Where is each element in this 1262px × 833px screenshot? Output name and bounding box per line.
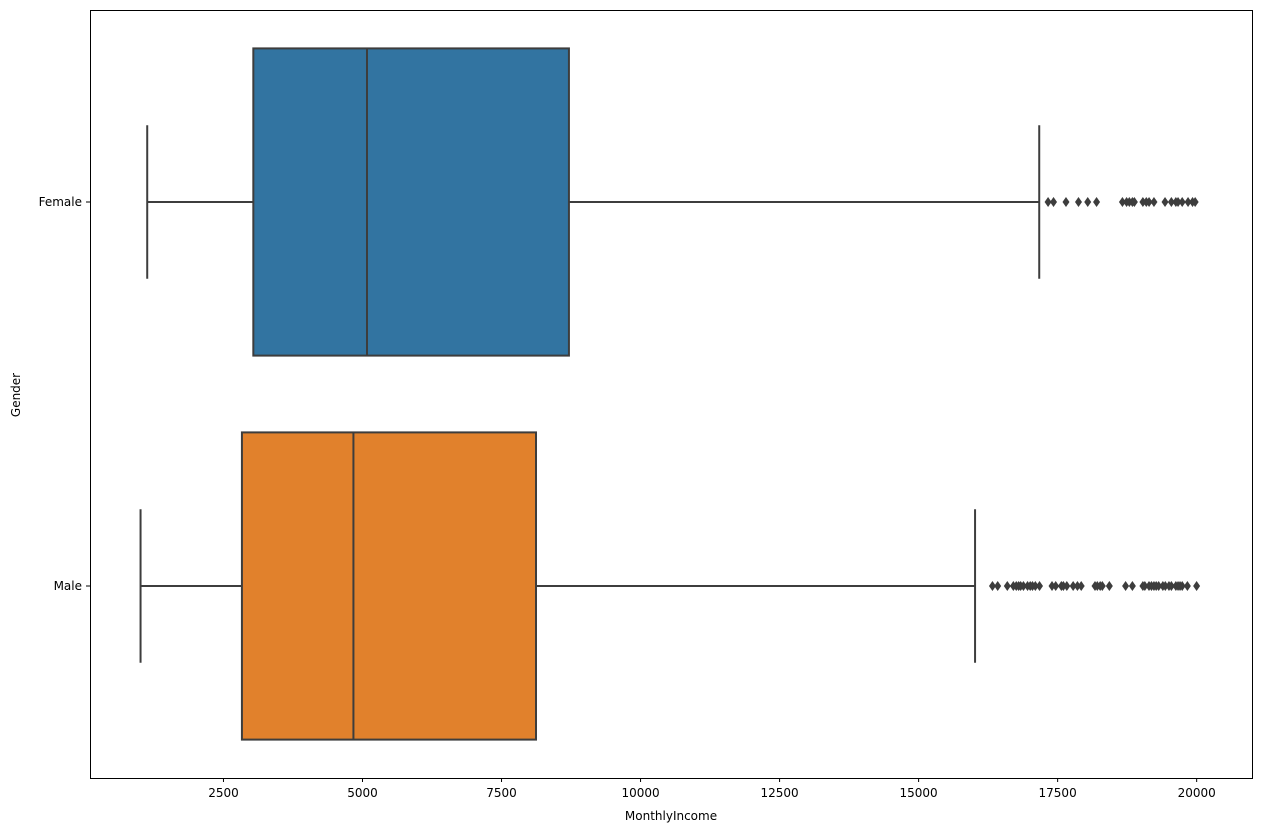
outlier-point [1073, 581, 1081, 591]
outlier-point [1031, 581, 1039, 591]
outlier-point [1128, 581, 1136, 591]
outlier-point [1122, 581, 1130, 591]
outlier-point [1044, 197, 1052, 207]
outlier-point [1077, 581, 1085, 591]
plot-frame [90, 10, 1253, 779]
outlier-point [1063, 581, 1071, 591]
outlier-point [994, 581, 1002, 591]
outlier-point [1145, 197, 1153, 207]
outlier-point [1150, 197, 1158, 207]
x-tick-label: 17500 [1039, 786, 1077, 800]
outlier-point [1167, 197, 1175, 207]
outlier-point [1184, 197, 1192, 207]
outlier-point [1183, 581, 1191, 591]
outlier-point [1019, 581, 1027, 591]
outlier-point [1052, 581, 1060, 591]
y-axis: Female Male [39, 195, 90, 593]
outlier-point [988, 581, 996, 591]
outlier-point [1141, 581, 1149, 591]
outlier-point [1074, 197, 1082, 207]
outlier-point [1098, 581, 1106, 591]
x-tick-label: 15000 [900, 786, 938, 800]
outlier-point [1193, 581, 1201, 591]
outlier-point [1048, 581, 1056, 591]
outlier-point [1093, 197, 1101, 207]
boxes-layer [139, 47, 1201, 741]
box-group-female [146, 47, 1199, 357]
iqr-box [252, 47, 570, 357]
outlier-point [1155, 581, 1163, 591]
x-axis-label: MonthlyIncome [625, 809, 717, 823]
outlier-point [1069, 581, 1077, 591]
outlier-point [1161, 197, 1169, 207]
outlier-point [1161, 581, 1169, 591]
x-tick-label: 12500 [760, 786, 798, 800]
outlier-point [1178, 581, 1186, 591]
y-tick-label: Female [39, 195, 82, 209]
y-tick-label: Male [54, 579, 82, 593]
iqr-box [240, 431, 538, 741]
x-tick-label: 5000 [347, 786, 378, 800]
outlier-point [1050, 197, 1058, 207]
outlier-point [1178, 197, 1186, 207]
outlier-point [1084, 197, 1092, 207]
outlier-point [1174, 197, 1182, 207]
x-tick-label: 10000 [621, 786, 659, 800]
outlier-point [1167, 581, 1175, 591]
y-axis-label: Gender [9, 373, 23, 417]
outlier-point [1036, 581, 1044, 591]
x-tick-label: 2500 [208, 786, 239, 800]
outlier-point [1105, 581, 1113, 591]
box-group-male [139, 431, 1201, 741]
x-axis: 2500 5000 7500 10000 12500 15000 17500 20000 [208, 778, 1216, 800]
outlier-point [1118, 197, 1126, 207]
outlier-point [1191, 197, 1199, 207]
outlier-point [1130, 197, 1138, 207]
outlier-point [1003, 581, 1011, 591]
x-tick-label: 7500 [486, 786, 517, 800]
x-tick-label: 20000 [1178, 786, 1216, 800]
outlier-point [1062, 197, 1070, 207]
